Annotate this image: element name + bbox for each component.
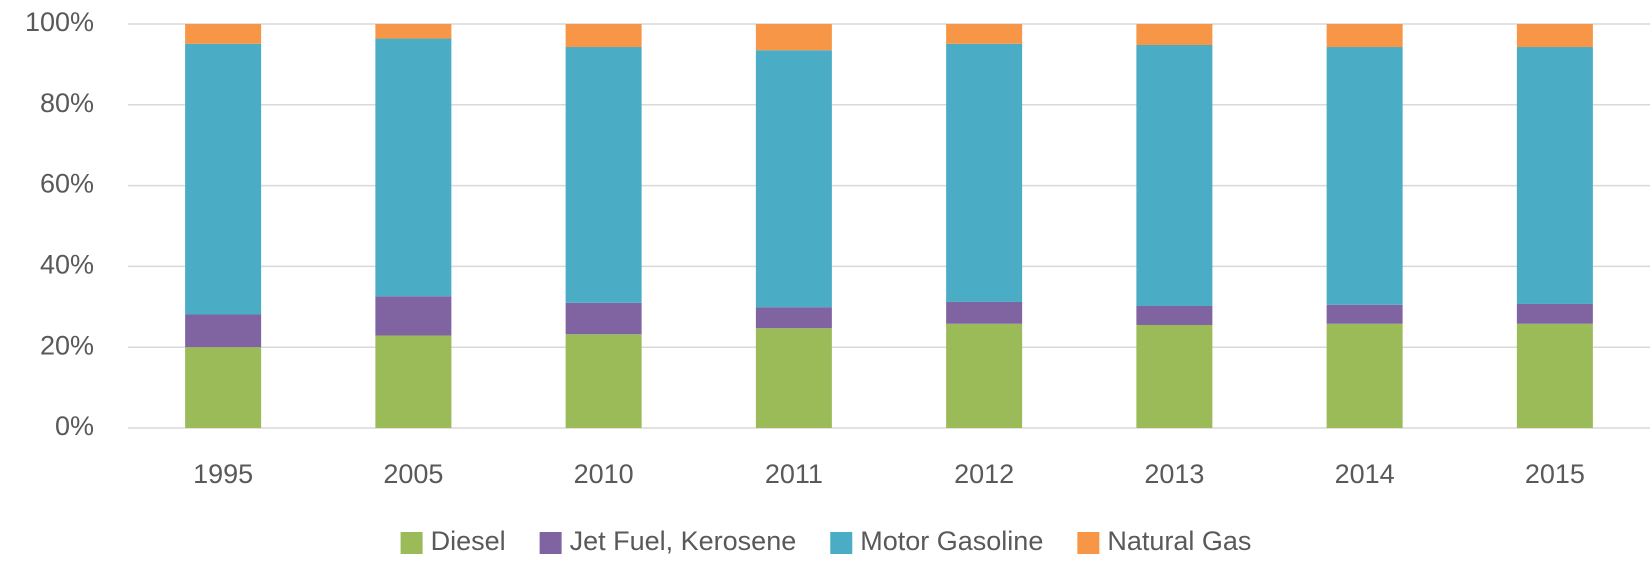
bar-segment: [1326, 323, 1403, 428]
bar-segment: [946, 301, 1023, 324]
bar-segment: [1326, 24, 1403, 48]
legend-swatch: [539, 532, 562, 554]
bar-segment: [375, 296, 452, 336]
bar-segment: [1136, 24, 1213, 46]
bar-segment: [755, 307, 832, 329]
bar-segment: [185, 24, 262, 44]
bar-segment: [1136, 45, 1213, 306]
bar-segment: [946, 24, 1023, 44]
bar-segment: [1136, 305, 1213, 325]
x-tick-label: 1995: [193, 459, 253, 489]
bar-segment: [375, 38, 452, 297]
legend-swatch: [830, 532, 853, 554]
bar-segment: [565, 47, 642, 303]
legend-swatch: [1077, 532, 1100, 554]
bar-segment: [375, 335, 452, 428]
bar-segment: [755, 328, 832, 428]
legend-label: Jet Fuel, Kerosene: [570, 526, 797, 556]
bar-segment: [755, 24, 832, 51]
y-tick-label: 20%: [40, 330, 94, 360]
bar-segment: [1516, 47, 1593, 304]
legend-label: Natural Gas: [1107, 526, 1251, 556]
bar-segment: [375, 24, 452, 39]
y-tick-label: 40%: [40, 250, 94, 280]
bar-segment: [946, 43, 1023, 302]
legend-label: Motor Gasoline: [860, 526, 1043, 556]
x-tick-label: 2011: [765, 459, 823, 489]
bar-segment: [185, 314, 262, 348]
bar-segment: [755, 50, 832, 308]
x-tick-label: 2012: [954, 459, 1014, 489]
bar-segment: [1516, 24, 1593, 48]
legend-swatch: [400, 532, 423, 554]
bar-segment: [1136, 324, 1213, 428]
y-tick-label: 0%: [55, 411, 94, 441]
bar-segment: [1516, 323, 1593, 428]
legend-label: Diesel: [431, 526, 506, 556]
bar-segment: [565, 302, 642, 335]
x-tick-label: 2005: [383, 459, 443, 489]
bar-segment: [1326, 47, 1403, 305]
x-tick-label: 2014: [1335, 459, 1395, 489]
y-tick-label: 60%: [40, 169, 94, 199]
bar-segment: [565, 334, 642, 428]
bar-segment: [1516, 303, 1593, 324]
x-tick-label: 2010: [574, 459, 634, 489]
bar-segment: [185, 43, 262, 315]
x-tick-label: 2013: [1144, 459, 1204, 489]
bar-segment: [565, 24, 642, 48]
x-tick-label: 2015: [1525, 459, 1585, 489]
y-tick-label: 80%: [40, 88, 94, 118]
bar-segment: [1326, 304, 1403, 324]
y-tick-label: 100%: [25, 7, 94, 37]
bar-segment: [946, 323, 1023, 428]
bar-segment: [185, 347, 262, 428]
